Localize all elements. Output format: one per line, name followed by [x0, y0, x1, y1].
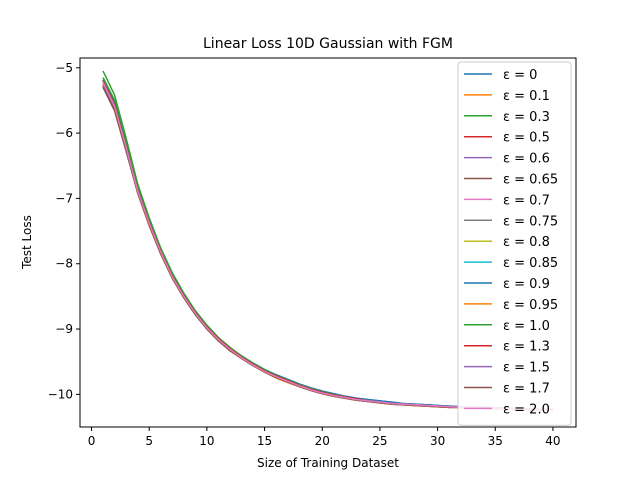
legend: ε = 0 ε = 0.1 ε = 0.3 ε = 0.5 ε = 0.6 ε = 0.6… — [457, 61, 572, 426]
chart-title: Linear Loss 10D Gaussian with FGM — [203, 36, 453, 52]
legend-label-3: ε = 0.5 — [503, 131, 550, 146]
legend-label-13: ε = 1.3 — [503, 340, 550, 355]
x-tick-label: 25 — [372, 434, 387, 448]
y-tick-label: −5 — [55, 61, 73, 75]
x-tick-label: 10 — [199, 434, 214, 448]
legend-label-11: ε = 0.95 — [503, 298, 558, 313]
legend-label-4: ε = 0.6 — [503, 152, 550, 167]
legend-label-7: ε = 0.75 — [503, 214, 558, 229]
legend-label-16: ε = 2.0 — [503, 402, 550, 417]
legend-label-9: ε = 0.85 — [503, 256, 558, 271]
legend-label-12: ε = 1.0 — [503, 319, 550, 334]
legend-label-10: ε = 0.9 — [503, 277, 550, 292]
legend-label-2: ε = 0.3 — [503, 110, 550, 125]
legend-label-0: ε = 0 — [503, 68, 537, 83]
x-tick-label: 0 — [88, 434, 96, 448]
legend-label-14: ε = 1.5 — [503, 361, 550, 376]
y-tick-label: −6 — [55, 126, 73, 140]
x-tick-label: 35 — [488, 434, 503, 448]
x-tick-label: 15 — [257, 434, 272, 448]
y-tick-label: −8 — [55, 257, 73, 271]
x-tick-label: 30 — [430, 434, 445, 448]
legend-label-8: ε = 0.8 — [503, 235, 550, 250]
x-tick-label: 20 — [315, 434, 330, 448]
axes: 0 5 10 15 20 25 30 35 40 −10 −9 −8 −7 −6 −5 — [48, 57, 577, 448]
legend-box — [457, 61, 572, 426]
x-tick-label: 5 — [145, 434, 153, 448]
plot-frame — [79, 57, 577, 428]
legend-label-5: ε = 0.65 — [503, 173, 558, 188]
y-tick-label: −10 — [48, 387, 73, 401]
x-tick-label: 40 — [545, 434, 560, 448]
y-axis-label: Test Loss — [20, 215, 34, 270]
x-axis-label: Size of Training Dataset — [257, 456, 399, 470]
legend-label-1: ε = 0.1 — [503, 89, 550, 104]
y-tick-label: −7 — [55, 191, 73, 205]
legend-label-15: ε = 1.7 — [503, 382, 550, 397]
legend-label-6: ε = 0.7 — [503, 193, 550, 208]
y-tick-label: −9 — [55, 322, 73, 336]
